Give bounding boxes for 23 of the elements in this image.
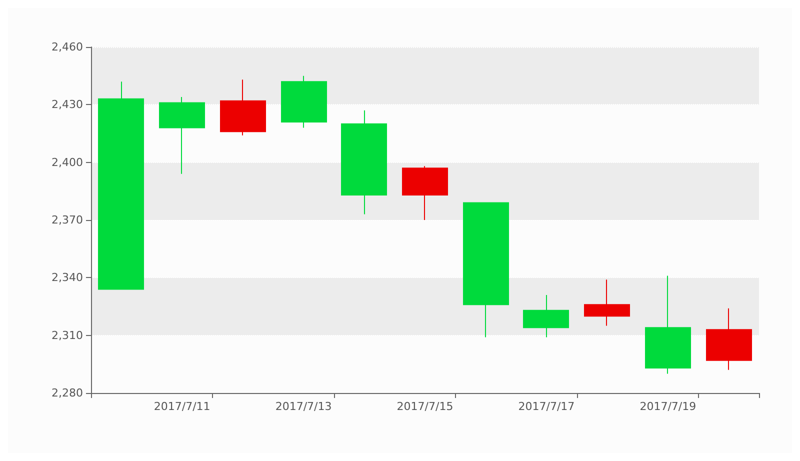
candlestick xyxy=(281,75,327,128)
candlestick xyxy=(98,81,144,290)
candlestick xyxy=(220,79,266,136)
y-tick-label: 2,430 xyxy=(52,98,83,112)
candlestick xyxy=(706,308,752,370)
candlestick xyxy=(159,96,205,174)
candlestick xyxy=(463,202,509,338)
x-tick-label: 2017/7/15 xyxy=(396,400,454,413)
x-tick-label: 2017/7/19 xyxy=(640,400,696,413)
y-tick-label: 2,280 xyxy=(52,386,83,400)
y-tick-label: 2,460 xyxy=(52,40,83,54)
x-tick-label: 2017/7/11 xyxy=(154,400,210,413)
y-tick-label: 2,310 xyxy=(52,328,83,342)
x-tick-label: 2017/7/13 xyxy=(275,400,332,413)
candlestick xyxy=(341,110,387,215)
candlestick xyxy=(584,279,630,326)
candlestick xyxy=(402,166,448,220)
y-tick-label: 2,400 xyxy=(52,156,83,169)
y-tick-label: 2,370 xyxy=(52,214,83,226)
x-tick-label: 2017/7/17 xyxy=(518,400,575,413)
candlestick xyxy=(645,275,691,374)
y-tick-label: 2,340 xyxy=(52,271,83,284)
candlestick xyxy=(523,294,569,338)
